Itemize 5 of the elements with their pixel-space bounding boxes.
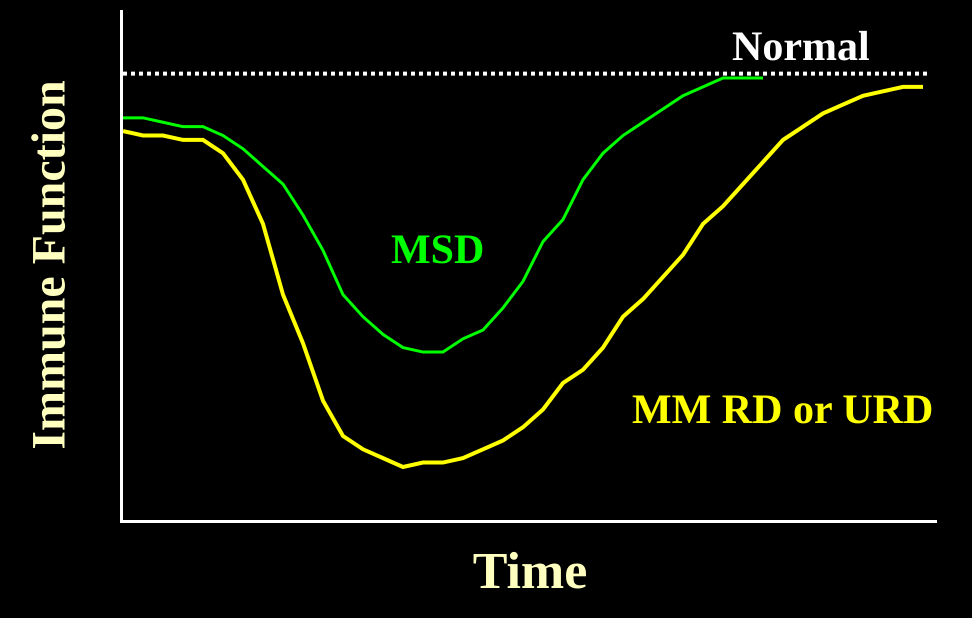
series-label: MSD	[391, 227, 484, 273]
y-axis-title: Immune Function	[22, 80, 76, 450]
ref-line-label: Normal	[732, 24, 870, 70]
series-label: MM RD or URD	[632, 387, 934, 433]
x-axis-title: Time	[472, 542, 588, 600]
